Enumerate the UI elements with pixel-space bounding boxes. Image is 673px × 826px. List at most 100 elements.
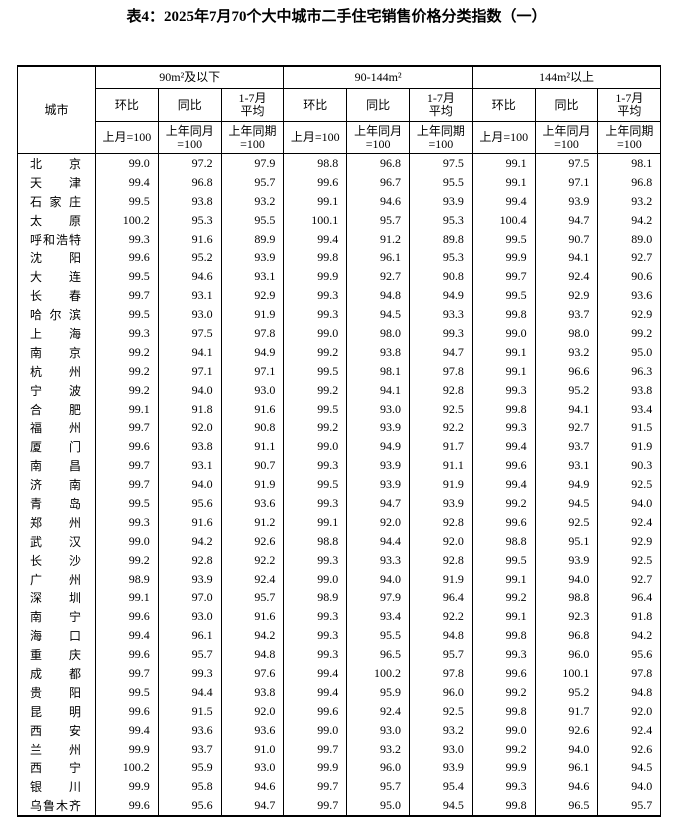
index-value: 93.1 bbox=[534, 456, 599, 476]
index-value: 92.9 bbox=[597, 531, 662, 551]
index-value: 99.5 bbox=[95, 494, 159, 513]
index-value: 96.5 bbox=[346, 645, 410, 665]
index-value: 90.8 bbox=[220, 418, 285, 438]
city-name: 太原 bbox=[17, 210, 96, 230]
index-value: 99.3 bbox=[471, 777, 536, 797]
group-header: 90-144m² bbox=[283, 65, 473, 89]
index-value: 94.8 bbox=[409, 626, 473, 646]
sub-header: 1-7月 平均 bbox=[220, 88, 285, 122]
index-value: 93.0 bbox=[346, 399, 410, 419]
index-value: 99.6 bbox=[471, 456, 536, 476]
index-value: 90.7 bbox=[534, 229, 599, 249]
index-value: 94.0 bbox=[534, 569, 599, 589]
index-value: 89.0 bbox=[597, 229, 662, 249]
index-value: 95.5 bbox=[220, 210, 285, 230]
index-value: 92.5 bbox=[597, 475, 662, 495]
index-value: 91.7 bbox=[534, 701, 599, 721]
index-value: 92.9 bbox=[597, 305, 662, 325]
index-value: 94.0 bbox=[346, 569, 410, 589]
index-value: 94.7 bbox=[534, 210, 599, 230]
index-value: 92.9 bbox=[220, 286, 285, 306]
index-value: 99.2 bbox=[283, 342, 348, 362]
index-value: 99.9 bbox=[471, 248, 536, 268]
table-title: 表4：2025年7月70个大中城市二手住宅销售价格分类指数（一） bbox=[126, 9, 547, 25]
data-row: 哈尔滨 99.5 93.0 91.9 99.3 94.5 93.3 99.8 93.7 92.9 bbox=[17, 305, 662, 325]
index-value: 99.1 bbox=[471, 569, 536, 589]
data-row: 银川 99.9 95.8 94.6 99.7 95.7 95.4 99.3 94.6 94.0 bbox=[17, 777, 662, 797]
index-value: 93.8 bbox=[346, 342, 410, 362]
index-value: 96.1 bbox=[346, 248, 410, 268]
index-value: 93.0 bbox=[220, 758, 285, 778]
index-value: 93.1 bbox=[157, 456, 222, 476]
index-value: 95.0 bbox=[346, 796, 410, 817]
index-value: 99.0 bbox=[283, 569, 348, 589]
index-value: 99.5 bbox=[95, 682, 159, 702]
index-value: 93.0 bbox=[220, 380, 285, 400]
data-row: 南宁 99.6 93.0 91.6 99.3 93.4 92.2 99.1 92.3 91.8 bbox=[17, 607, 662, 627]
index-value: 91.6 bbox=[220, 607, 285, 627]
index-value: 99.3 bbox=[409, 324, 473, 343]
index-value: 93.7 bbox=[534, 437, 599, 457]
index-value: 94.0 bbox=[534, 739, 599, 759]
index-value: 92.8 bbox=[409, 380, 473, 400]
index-value: 93.4 bbox=[346, 607, 410, 627]
index-value: 98.1 bbox=[597, 153, 662, 173]
index-value: 92.6 bbox=[220, 531, 285, 551]
index-value: 99.3 bbox=[283, 286, 348, 306]
index-value: 99.2 bbox=[471, 588, 536, 608]
data-row: 大连 99.5 94.6 93.1 99.9 92.7 90.8 99.7 92.4 90.6 bbox=[17, 267, 662, 287]
index-value: 99.3 bbox=[95, 324, 159, 343]
index-value: 99.6 bbox=[95, 437, 159, 457]
index-value: 92.2 bbox=[220, 550, 285, 570]
index-value: 94.9 bbox=[346, 437, 410, 457]
index-value: 91.2 bbox=[346, 229, 410, 249]
index-value: 92.8 bbox=[157, 550, 222, 570]
index-value: 97.0 bbox=[157, 588, 222, 608]
city-name: 厦门 bbox=[17, 437, 96, 457]
city-name: 乌鲁木齐 bbox=[17, 796, 96, 817]
data-row: 长沙 99.2 92.8 92.2 99.3 93.3 92.8 99.5 93.9 92.5 bbox=[17, 550, 662, 570]
index-value: 99.1 bbox=[471, 607, 536, 627]
index-value: 95.7 bbox=[220, 588, 285, 608]
city-name: 南京 bbox=[17, 342, 96, 362]
index-value: 99.2 bbox=[95, 380, 159, 400]
index-value: 95.3 bbox=[409, 210, 473, 230]
index-value: 97.9 bbox=[220, 153, 285, 173]
index-value: 96.8 bbox=[534, 626, 599, 646]
data-row: 成都 99.7 99.3 97.6 99.4 100.2 97.8 99.6 100.1 97.8 bbox=[17, 664, 662, 683]
index-value: 98.8 bbox=[534, 588, 599, 608]
base-header: 上月=100 bbox=[471, 121, 536, 154]
index-value: 97.1 bbox=[157, 361, 222, 381]
index-value: 92.0 bbox=[597, 701, 662, 721]
index-value: 93.2 bbox=[534, 342, 599, 362]
index-value: 94.5 bbox=[534, 494, 599, 513]
index-value: 92.8 bbox=[409, 512, 473, 532]
index-value: 99.1 bbox=[95, 588, 159, 608]
index-value: 99.4 bbox=[95, 626, 159, 646]
index-value: 96.8 bbox=[346, 153, 410, 173]
index-value: 99.6 bbox=[283, 701, 348, 721]
index-value: 92.8 bbox=[409, 550, 473, 570]
data-row: 石家庄 99.5 93.8 93.2 99.1 94.6 93.9 99.4 93.9 93.2 bbox=[17, 191, 662, 211]
index-value: 89.9 bbox=[220, 229, 285, 249]
index-value: 93.6 bbox=[157, 720, 222, 740]
index-value: 100.1 bbox=[283, 210, 348, 230]
data-row: 贵阳 99.5 94.4 93.8 99.4 95.9 96.0 99.2 95.2 94.8 bbox=[17, 682, 662, 702]
index-value: 95.3 bbox=[409, 248, 473, 268]
index-value: 99.1 bbox=[95, 399, 159, 419]
city-name: 兰州 bbox=[17, 739, 96, 759]
index-value: 94.2 bbox=[597, 210, 662, 230]
index-value: 91.5 bbox=[157, 701, 222, 721]
index-value: 94.2 bbox=[597, 626, 662, 646]
city-name: 长沙 bbox=[17, 550, 96, 570]
index-value: 98.9 bbox=[95, 569, 159, 589]
index-value: 99.1 bbox=[471, 172, 536, 192]
city-name: 合肥 bbox=[17, 399, 96, 419]
index-value: 100.2 bbox=[95, 210, 159, 230]
index-value: 93.9 bbox=[534, 550, 599, 570]
index-value: 96.1 bbox=[157, 626, 222, 646]
index-value: 99.3 bbox=[283, 607, 348, 627]
index-value: 90.6 bbox=[597, 267, 662, 287]
index-value: 95.7 bbox=[409, 645, 473, 665]
index-value: 91.9 bbox=[220, 305, 285, 325]
